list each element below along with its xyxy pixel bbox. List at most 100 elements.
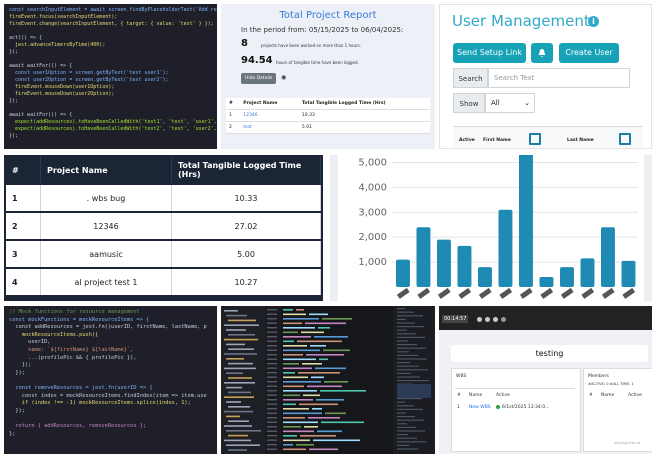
code-token [283, 327, 315, 329]
wbs-row-name[interactable]: New WBS [469, 405, 491, 410]
bar[interactable] [519, 155, 533, 287]
wbs-col-active: Active [496, 393, 510, 398]
ide-screenshot [221, 306, 435, 454]
table-cell: 4 [6, 267, 41, 295]
bar[interactable] [560, 267, 574, 287]
code-line: expect(addResources).toHaveBeenCalledWit… [9, 119, 217, 125]
explorer-line [226, 343, 245, 346]
bar[interactable] [580, 258, 595, 287]
bar[interactable] [416, 227, 431, 287]
bar[interactable] [621, 260, 636, 287]
hours-text: hours of tangible time have been logged. [276, 60, 359, 65]
projects-table: # Project Name Total Tangible Logged Time … [6, 157, 321, 295]
bar[interactable] [478, 267, 492, 287]
table-row: 1 12346 10.33 [226, 109, 430, 122]
code-token [309, 448, 338, 451]
minimap-line [397, 444, 409, 446]
x-tick-label-fragment [458, 287, 472, 299]
minimap-line [397, 423, 407, 425]
minimap-line [397, 347, 426, 349]
ide-window [221, 306, 435, 454]
minimap-line [397, 430, 425, 432]
pause-icon[interactable] [485, 317, 490, 322]
code-token [283, 376, 308, 379]
code-token [283, 399, 313, 401]
code-token [283, 408, 309, 410]
explorer-line [228, 362, 253, 365]
code-token [296, 444, 314, 446]
code-token [313, 439, 360, 442]
code-token [283, 309, 293, 311]
edit-icon[interactable] [619, 133, 631, 145]
show-select[interactable]: All ⌄ [485, 93, 535, 113]
project-link[interactable]: 12346 [240, 109, 299, 122]
code-line: }); [9, 362, 32, 369]
minimap-line [397, 401, 405, 403]
wbs-label: WBS [456, 374, 467, 379]
send-setup-link-button[interactable]: Send Setup Link [453, 43, 526, 63]
table-cell: al project test 1 [40, 267, 172, 295]
table-cell: 10.33 [171, 183, 321, 212]
members-counts: #ACTIVE: 0 #ALL TIME: 1 [588, 382, 634, 386]
bell-icon[interactable] [531, 43, 553, 63]
table-row: 2 test 5.01 [226, 121, 430, 134]
line-number [267, 381, 277, 383]
line-number [267, 327, 277, 329]
explorer-line [228, 334, 255, 336]
line-number [267, 367, 277, 369]
show-label: Show [453, 93, 485, 113]
code-token [283, 426, 301, 428]
watermark: wbs/Agrihas.id [614, 441, 641, 445]
stop-icon[interactable] [493, 317, 498, 322]
project-count-text: projects have been worked on more than 1… [261, 43, 361, 48]
code-line: fireEvent.mouseDown(user1Option); [9, 84, 115, 90]
code-token [296, 309, 304, 311]
report-period: In the period from: 05/15/2025 to 06/04/… [241, 26, 404, 34]
bar[interactable] [539, 277, 554, 287]
line-number [267, 349, 277, 351]
report-col-header: Total Tangible Logged Time (Hrs) [298, 98, 430, 110]
column-last-name: Last Name [567, 138, 594, 143]
line-number [267, 435, 277, 437]
eye-icon[interactable]: ◉ [281, 74, 287, 81]
explorer-line [228, 420, 249, 422]
code-line: }); [9, 369, 25, 376]
x-tick-label-fragment [581, 287, 595, 299]
minimap-line [397, 437, 417, 439]
search-input[interactable]: Search Text [488, 68, 630, 88]
explorer-line [228, 391, 251, 394]
bar[interactable] [601, 227, 615, 287]
explorer-line [226, 430, 261, 432]
explorer-line [226, 372, 243, 374]
create-user-button[interactable]: Create User [559, 43, 619, 63]
bar[interactable] [437, 239, 451, 287]
code-line: }); [9, 98, 19, 104]
edit-icon[interactable] [529, 133, 541, 145]
info-icon[interactable]: i [588, 16, 599, 27]
code-token [314, 336, 348, 338]
project-link[interactable]: test [240, 121, 299, 134]
report-col-header: # [226, 98, 241, 110]
projects-table-panel: # Project Name Total Tangible Logged Time … [4, 155, 323, 301]
minimap-line [397, 448, 418, 450]
code-line: fireEvent.mouseDown(user2Option); [9, 91, 115, 97]
code-token [300, 435, 336, 437]
code-token [283, 340, 294, 343]
bar[interactable] [457, 245, 472, 287]
code-token [316, 399, 344, 401]
bar[interactable] [396, 259, 410, 287]
code-token [301, 331, 324, 334]
code-token [283, 385, 304, 388]
minimap-line [397, 419, 424, 421]
refresh-icon[interactable] [501, 317, 506, 322]
line-number [267, 318, 277, 320]
minimap-line [397, 329, 407, 331]
code-token [299, 403, 338, 406]
line-number [267, 340, 277, 342]
report-table: # Project Name Total Tangible Logged Time … [226, 98, 430, 134]
play-icon[interactable] [477, 317, 482, 322]
bar[interactable] [498, 209, 513, 287]
hide-details-button[interactable]: Hide Details [241, 73, 277, 84]
code-line: // Mock functions for resource managemen… [9, 309, 140, 315]
code-token [320, 390, 366, 392]
